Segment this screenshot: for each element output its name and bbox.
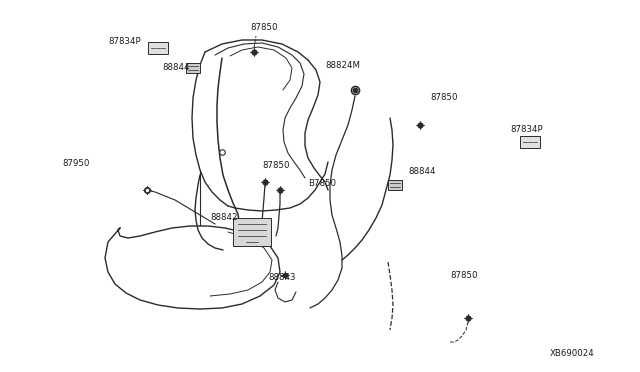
Text: 88843: 88843 — [268, 273, 296, 282]
Text: 87950: 87950 — [62, 158, 90, 167]
Text: B7850: B7850 — [308, 180, 336, 189]
Text: 87850: 87850 — [262, 160, 289, 170]
Bar — [148, 42, 168, 54]
Text: 88844: 88844 — [162, 64, 189, 73]
Bar — [520, 136, 540, 148]
Bar — [233, 218, 271, 246]
Text: 87850: 87850 — [250, 23, 278, 32]
Text: 88842: 88842 — [210, 214, 237, 222]
Text: 88824M: 88824M — [325, 61, 360, 70]
Bar — [388, 180, 402, 190]
Text: 87850: 87850 — [430, 93, 458, 103]
Text: XB690024: XB690024 — [550, 350, 595, 359]
Text: 87834P: 87834P — [108, 38, 141, 46]
Text: 87834P: 87834P — [510, 125, 543, 135]
Text: 88844: 88844 — [408, 167, 435, 176]
Text: 87850: 87850 — [450, 270, 477, 279]
Bar — [186, 63, 200, 73]
